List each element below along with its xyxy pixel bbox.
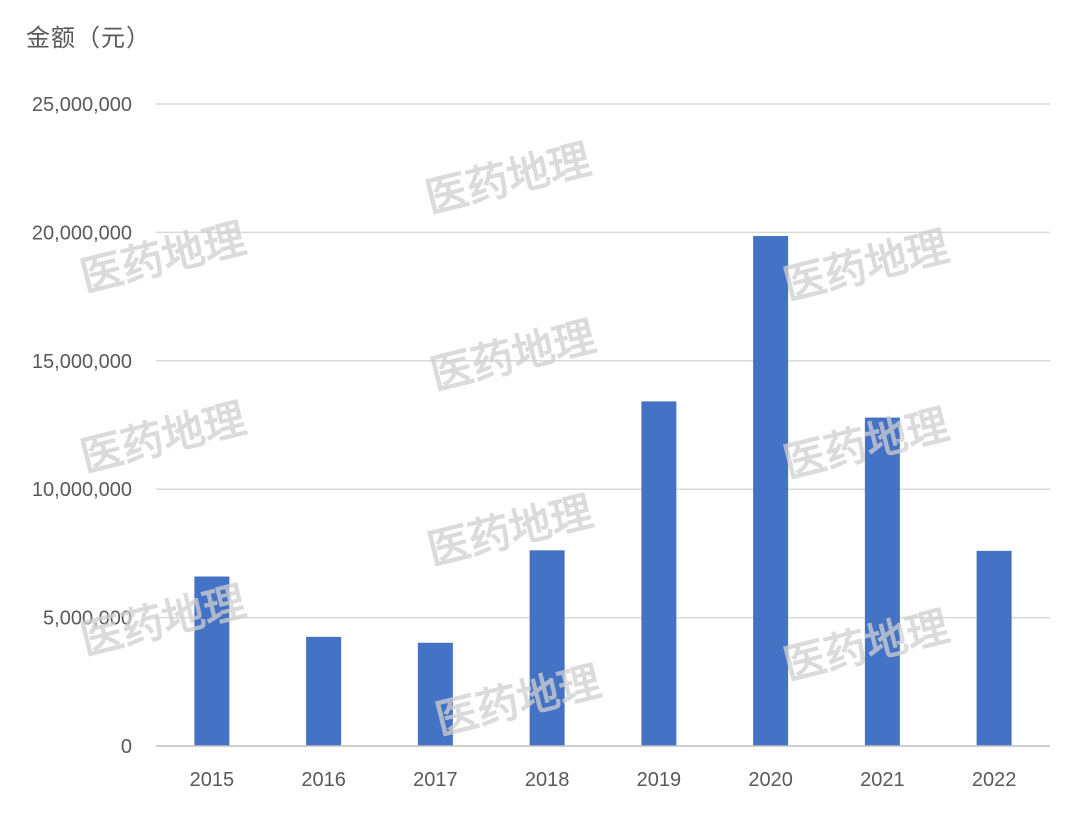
- bar-2019: [641, 401, 677, 746]
- y-tick-label: 0: [121, 736, 132, 758]
- watermark-text: 医药地理: [431, 657, 606, 745]
- watermark-text: 医药地理: [426, 312, 601, 400]
- bar-2020: [753, 235, 789, 747]
- y-tick-label: 10,000,000: [32, 479, 132, 501]
- y-axis-tick-labels: 0 5,000,000 10,000,000 15,000,000 20,000,000…: [32, 94, 132, 758]
- bar-2017: [417, 642, 453, 746]
- watermark-text: 医药地理: [423, 487, 598, 575]
- bars: [194, 235, 1012, 747]
- bar-2018: [529, 550, 565, 746]
- gridlines: [156, 103, 1050, 619]
- bar-2022: [976, 550, 1012, 746]
- x-tick-label: 2020: [748, 769, 793, 791]
- x-tick-label: 2016: [301, 769, 346, 791]
- bar-2015: [194, 576, 230, 746]
- x-tick-label: 2017: [413, 769, 458, 791]
- x-tick-label: 2018: [525, 769, 570, 791]
- y-tick-label: 15,000,000: [32, 351, 132, 373]
- y-tick-label: 25,000,000: [32, 94, 132, 116]
- x-tick-label: 2021: [860, 769, 905, 791]
- x-tick-label: 2022: [972, 769, 1017, 791]
- bar-2016: [306, 636, 342, 746]
- watermark-text: 医药地理: [421, 135, 596, 223]
- x-axis-tick-labels: 2015 2016 2017 2018 2019 2020 2021 2022: [190, 769, 1017, 791]
- y-tick-label: 20,000,000: [32, 222, 132, 244]
- x-tick-label: 2019: [637, 769, 682, 791]
- bar-2021: [864, 417, 900, 746]
- watermark-text: 医药地理: [76, 394, 251, 482]
- x-tick-label: 2015: [190, 769, 235, 791]
- y-tick-label: 5,000,000: [43, 608, 132, 630]
- watermark-text: 医药地理: [779, 222, 954, 310]
- y-axis-unit-label: 金额（元）: [26, 24, 151, 52]
